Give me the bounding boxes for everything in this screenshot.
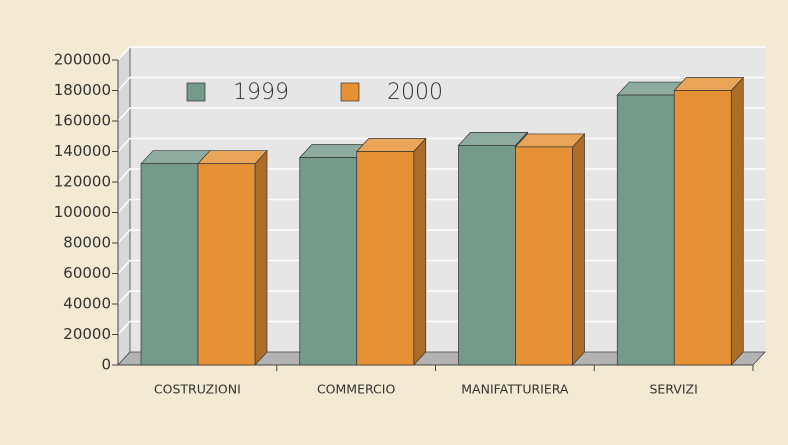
- x-tick-label: MANIFATTURIERA: [461, 382, 569, 397]
- bar-side: [572, 133, 585, 366]
- bar-front: [458, 145, 516, 366]
- grid-line: [117, 76, 765, 92]
- bar-side: [413, 137, 427, 366]
- legend-label: 1999: [233, 80, 289, 105]
- bar: [514, 133, 586, 366]
- bar: [197, 149, 268, 366]
- x-tick-label: COMMERCIO: [317, 382, 396, 397]
- bar-front: [616, 94, 675, 366]
- x-tick-label: COSTRUZIONI: [154, 382, 241, 397]
- y-tick-label: 120000: [54, 173, 111, 191]
- y-tick-label: 200000: [54, 51, 111, 69]
- bar-front: [197, 163, 256, 366]
- bar: [616, 81, 688, 366]
- y-tick-label: 20000: [63, 325, 111, 343]
- bar-top: [355, 138, 427, 152]
- bar-top: [197, 150, 268, 165]
- legend-swatch: [340, 82, 360, 102]
- bar-front: [356, 151, 415, 366]
- bar-top: [457, 132, 529, 146]
- legend-label: 2000: [387, 80, 443, 105]
- y-tick-label: 160000: [54, 112, 111, 130]
- y-tick-label: 140000: [54, 142, 111, 160]
- bar-top: [514, 133, 586, 148]
- y-tick-label: 60000: [63, 264, 111, 282]
- bar-front: [673, 90, 732, 366]
- bar: [355, 137, 427, 366]
- bar-front: [299, 157, 358, 366]
- bar-side: [730, 76, 744, 366]
- bar-side: [254, 149, 268, 366]
- grid-line: [117, 46, 765, 61]
- y-tick-label: 80000: [63, 234, 111, 252]
- legend-swatch: [186, 82, 206, 102]
- grid-line: [117, 107, 765, 122]
- bar-front: [515, 146, 573, 366]
- y-tick-label: 0: [101, 356, 111, 374]
- y-tick-label: 40000: [63, 295, 111, 313]
- bar: [673, 76, 745, 366]
- y-tick-label: 180000: [54, 81, 111, 99]
- bar-front: [140, 163, 199, 366]
- y-tick-label: 100000: [54, 203, 111, 221]
- bar-top: [673, 77, 745, 91]
- x-tick-label: SERVIZI: [649, 382, 697, 397]
